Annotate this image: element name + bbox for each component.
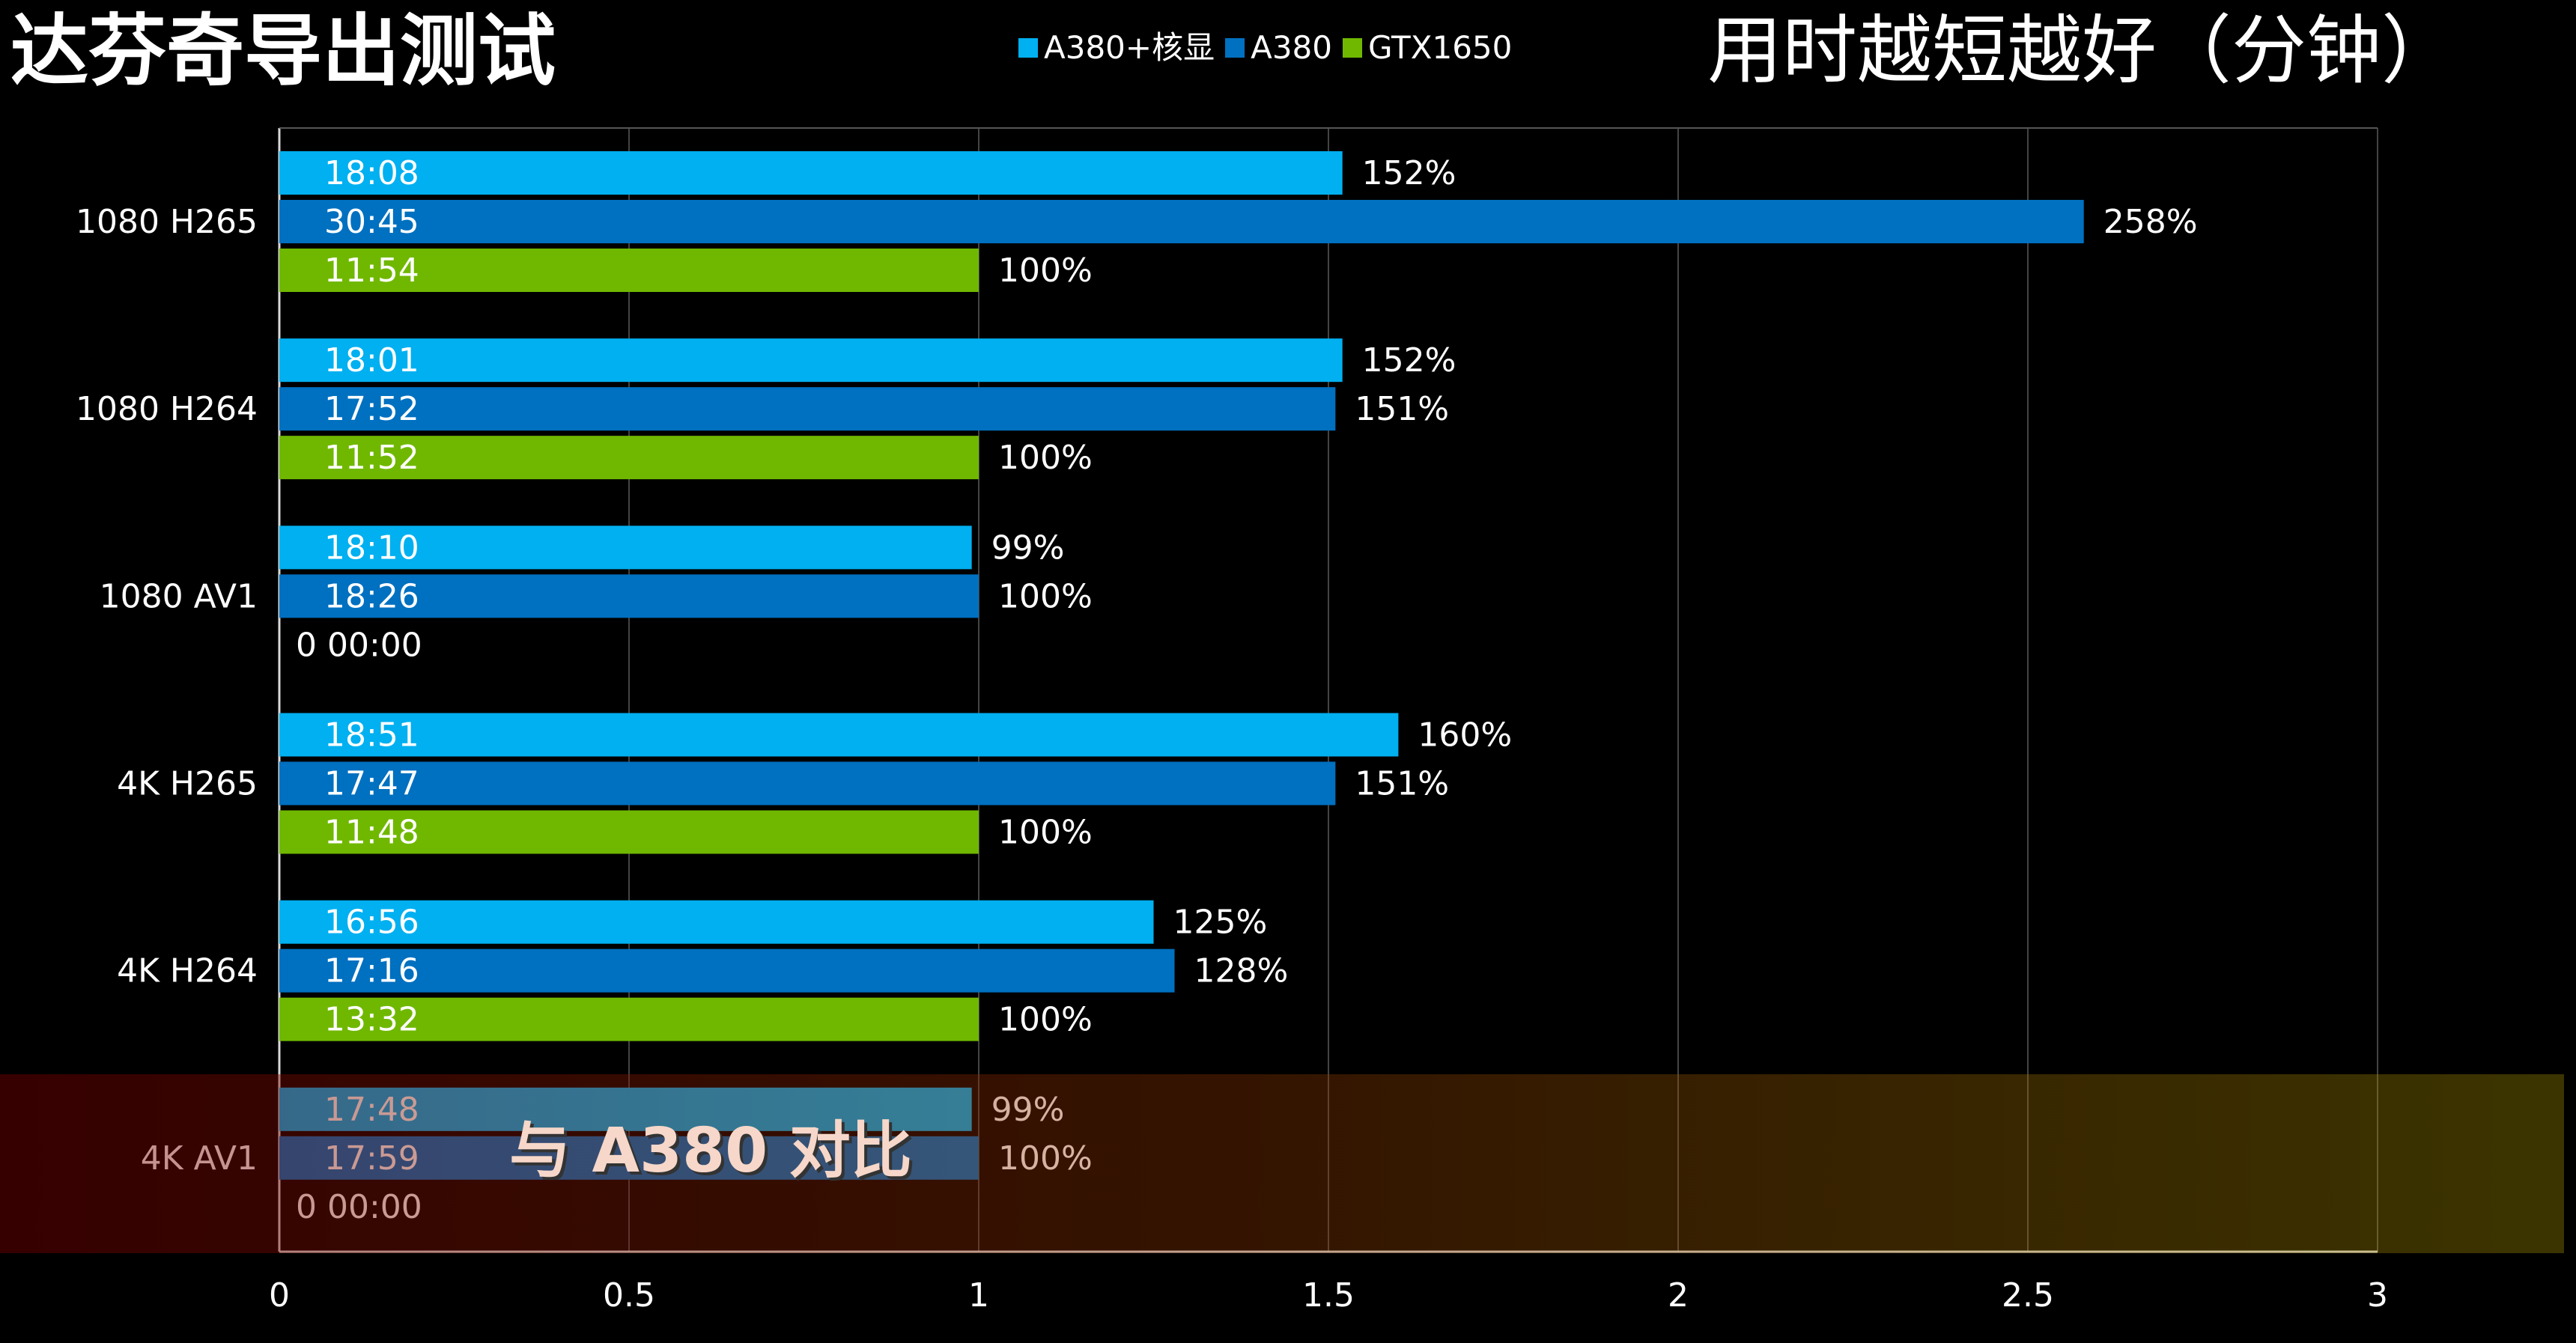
x-tick-label: 3 xyxy=(2367,1276,2388,1315)
bar xyxy=(279,151,1343,195)
category-label: 4K H265 xyxy=(117,765,258,803)
x-tick-label: 2.5 xyxy=(2002,1276,2054,1315)
bar xyxy=(279,436,979,480)
bar xyxy=(279,1087,972,1131)
bar-percent-label: 100% xyxy=(998,252,1093,290)
legend-swatch xyxy=(1018,38,1038,58)
bar-time-label: 17:16 xyxy=(324,952,419,990)
bar-time-label: 18:51 xyxy=(324,716,419,755)
bar-time-label: 16:56 xyxy=(324,904,419,942)
category-label: 4K AV1 xyxy=(141,1139,258,1178)
bar-percent-label: 100% xyxy=(998,1139,1093,1178)
legend-label: A380+核显 xyxy=(1044,29,1215,66)
bar-time-label: 17:47 xyxy=(324,765,419,803)
bar xyxy=(279,761,1336,806)
category-label: 1080 H265 xyxy=(76,203,258,241)
bar xyxy=(279,713,1399,757)
bar-time-label: 17:52 xyxy=(324,390,419,428)
bar-percent-label: 100% xyxy=(998,1001,1093,1039)
bar-time-label: 11:54 xyxy=(324,252,419,290)
category-label: 1080 AV1 xyxy=(100,577,258,615)
x-tick-label: 1 xyxy=(968,1276,989,1315)
legend: A380+核显 A380 GTX1650 xyxy=(1018,27,1512,69)
bar-time-label: 13:32 xyxy=(324,1001,419,1039)
legend-swatch xyxy=(1225,38,1245,58)
bar xyxy=(279,249,979,292)
bar-percent-label: 100% xyxy=(998,814,1093,852)
bar xyxy=(279,526,972,570)
bar-time-label: 0 00:00 xyxy=(296,1188,422,1226)
bar-percent-label: 151% xyxy=(1355,765,1449,803)
bar-percent-label: 99% xyxy=(991,1091,1065,1129)
bar-time-label: 11:48 xyxy=(324,814,419,852)
bar-time-label: 17:48 xyxy=(324,1091,419,1129)
bar xyxy=(279,900,1154,944)
bar-percent-label: 258% xyxy=(2103,203,2198,241)
bar-time-label: 17:59 xyxy=(324,1139,419,1178)
bar-percent-label: 151% xyxy=(1355,390,1449,428)
bar-percent-label: 152% xyxy=(1362,341,1456,380)
bar-time-label: 18:08 xyxy=(324,154,419,192)
x-tick-label: 2 xyxy=(1668,1276,1689,1315)
x-tick-label: 0 xyxy=(269,1276,290,1315)
overlay-caption: 与 A380 对比 xyxy=(509,1115,912,1187)
bar-time-label: 18:26 xyxy=(324,577,419,615)
bar xyxy=(279,200,2084,243)
bar-time-label: 18:10 xyxy=(324,529,419,567)
bar xyxy=(279,387,1336,431)
bar-percent-label: 100% xyxy=(998,577,1093,615)
x-tick-label: 1.5 xyxy=(1302,1276,1355,1315)
chart-subtitle: 用时越短越好（分钟） xyxy=(1707,7,2456,94)
x-tick-label: 0.5 xyxy=(603,1276,655,1315)
legend-item-a380: A380 xyxy=(1225,27,1332,69)
bar xyxy=(279,948,1175,993)
bar-time-label: 18:01 xyxy=(324,341,419,380)
bar-time-label: 11:52 xyxy=(324,439,419,477)
bar xyxy=(279,338,1343,383)
bar-percent-label: 160% xyxy=(1418,716,1512,755)
legend-item-gtx1650: GTX1650 xyxy=(1343,27,1512,69)
bar-time-label: 30:45 xyxy=(324,203,419,241)
category-label: 1080 H264 xyxy=(76,390,258,428)
bar xyxy=(279,997,979,1041)
bar xyxy=(279,574,979,618)
bar-percent-label: 152% xyxy=(1362,154,1456,192)
bar-percent-label: 100% xyxy=(998,439,1093,477)
chart-title: 达芬奇导出测试 xyxy=(10,5,556,97)
legend-swatch xyxy=(1343,38,1362,58)
bar xyxy=(279,1136,979,1180)
bar-percent-label: 128% xyxy=(1194,952,1289,990)
bar xyxy=(279,810,979,854)
category-label: 4K H264 xyxy=(117,952,258,990)
bar-percent-label: 99% xyxy=(991,529,1065,567)
bar-percent-label: 125% xyxy=(1173,904,1268,942)
legend-label: GTX1650 xyxy=(1368,29,1513,66)
legend-label: A380 xyxy=(1251,29,1332,66)
legend-item-a380-igpu: A380+核显 xyxy=(1018,27,1215,69)
bar-time-label: 0 00:00 xyxy=(296,626,422,664)
